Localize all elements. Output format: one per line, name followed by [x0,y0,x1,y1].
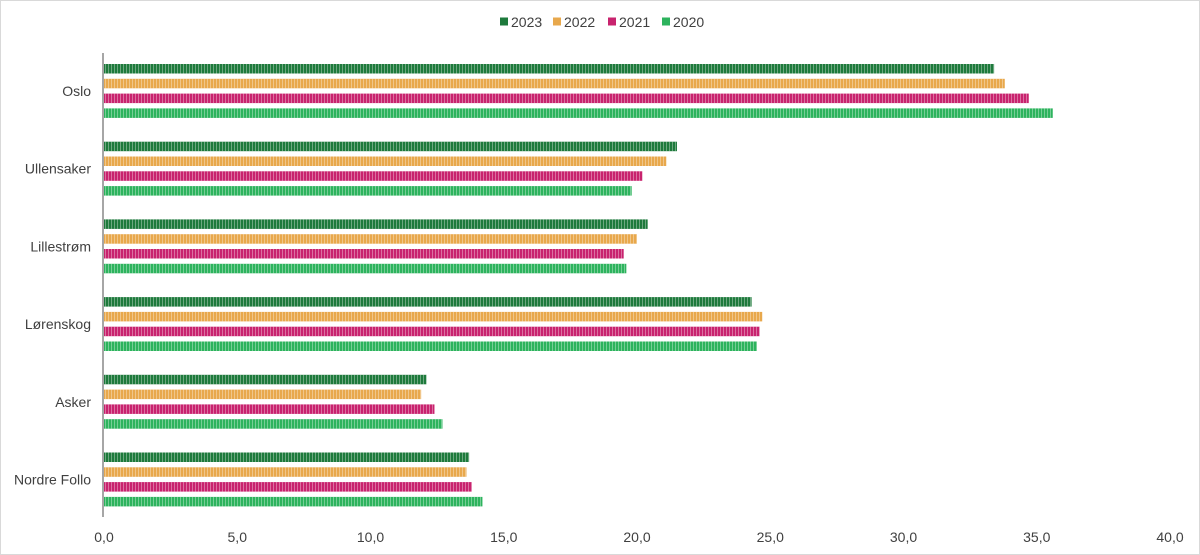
bar-texture-ullensaker-2020 [104,186,632,196]
legend-label-2020: 2020 [673,14,704,30]
legend-swatch-2020 [662,17,670,26]
bar-texture-lillestr-m-2020 [104,263,627,274]
category-label-asker: Asker [55,394,91,410]
bar-texture-ullensaker-2023 [104,141,677,152]
bar-texture-oslo-2021 [104,93,1029,104]
bar-texture-lillestr-m-2022 [104,234,637,244]
bar-texture-l-renskog-2022 [104,311,763,322]
legend-label-2021: 2021 [619,14,650,30]
x-tick-label: 15,0 [490,529,517,545]
legend-label-2022: 2022 [564,14,595,30]
bar-texture-nordre-follo-2022 [104,467,467,477]
bar-texture-lillestr-m-2021 [104,249,624,259]
legend-label-2023: 2023 [511,14,542,30]
bar-texture-lillestr-m-2023 [104,219,648,229]
legend-swatch-2022 [553,17,561,26]
bar-texture-l-renskog-2020 [104,341,757,351]
bar-texture-asker-2021 [104,404,435,414]
x-tick-label: 20,0 [623,529,650,545]
category-label-oslo: Oslo [62,83,91,99]
bar-texture-oslo-2022 [104,78,1005,89]
x-tick-label: 5,0 [228,529,248,545]
category-label-nordre-follo: Nordre Follo [14,471,91,487]
bar-texture-nordre-follo-2020 [104,496,483,507]
bar-texture-nordre-follo-2023 [104,452,470,462]
category-label-lillestr-m: Lillestrøm [30,238,91,254]
bar-texture-oslo-2023 [104,64,995,74]
bar-texture-l-renskog-2023 [104,297,752,307]
legend: 2023 2022 2021 2020 [500,14,704,30]
bar-texture-asker-2023 [104,374,427,385]
bar-texture-nordre-follo-2021 [104,482,472,492]
bars-group [104,64,1053,507]
bar-texture-ullensaker-2021 [104,171,643,181]
bar-texture-asker-2020 [104,419,443,429]
bar-texture-oslo-2020 [104,108,1053,118]
category-label-ullensaker: Ullensaker [25,161,91,177]
category-labels: Oslo Ullensaker Lillestrøm Lørenskog Asker No… [14,83,91,488]
legend-swatch-2023 [500,17,508,26]
category-label-l-renskog: Lørenskog [25,316,91,332]
x-tick-label: 25,0 [757,529,784,545]
bar-texture-asker-2022 [104,389,422,400]
x-tick-label: 40,0 [1156,529,1183,545]
legend-swatch-2021 [608,17,616,26]
bar-texture-l-renskog-2021 [104,326,760,337]
x-tick-label: 30,0 [890,529,917,545]
x-axis-ticks: 0,0 5,0 10,0 15,0 20,0 25,0 30,0 35,0 40,0 [94,529,1184,545]
bar-texture-ullensaker-2022 [104,156,667,166]
x-tick-label: 35,0 [1023,529,1050,545]
x-tick-label: 0,0 [94,529,114,545]
x-tick-label: 10,0 [357,529,384,545]
